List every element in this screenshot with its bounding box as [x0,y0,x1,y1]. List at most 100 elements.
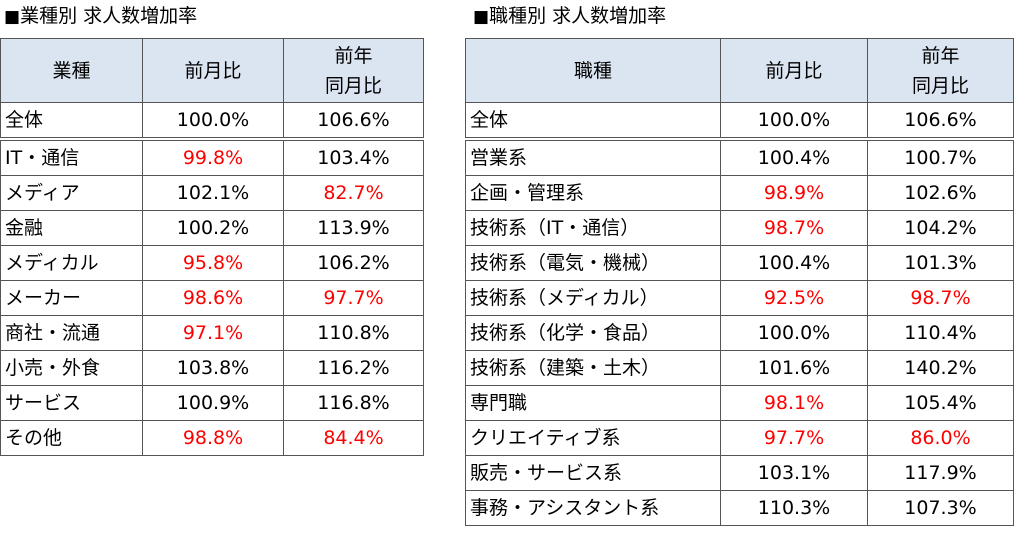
table-row: クリエイティブ系 97.7% 86.0% [465,420,1014,456]
cell-year-over-year: 116.8% [283,385,424,421]
industry-table: 業種 前月比 前年 同月比 全体 100.0% 106.6% IT・通信 99.8% 103… [0,38,424,456]
cell-month-over-month: 110.3% [720,490,868,526]
table-row: 販売・サービス系 103.1% 117.9% [465,455,1014,491]
cell-year-over-year: 107.3% [867,490,1014,526]
row-label: サービス [0,385,143,421]
cell-month-over-month: 97.1% [142,315,284,351]
row-label: その他 [0,420,143,456]
header-year-over-year: 前年 同月比 [867,38,1014,103]
table-row: メディカル 95.8% 106.2% [0,245,424,281]
header-category: 業種 [0,38,143,103]
cell-month-over-month: 100.9% [142,385,284,421]
row-label: 企画・管理系 [465,175,721,211]
row-label: メディア [0,175,143,211]
cell-month-over-month: 100.2% [142,210,284,246]
table-row: 技術系（電気・機械） 100.4% 101.3% [465,245,1014,281]
cell-year-over-year: 98.7% [867,280,1014,316]
cell-month-over-month: 100.4% [720,138,868,176]
cell-year-over-year: 106.6% [283,102,424,141]
bullet-square-icon: ■ [473,7,490,27]
row-label: 全体 [0,102,143,141]
header-yoy-line1: 前年 [334,44,373,67]
cell-year-over-year: 82.7% [283,175,424,211]
header-yoy-line2: 同月比 [324,74,382,97]
cell-month-over-month: 98.6% [142,280,284,316]
cell-month-over-month: 102.1% [142,175,284,211]
cell-month-over-month: 103.8% [142,350,284,386]
header-month-over-month: 前月比 [720,38,868,103]
cell-month-over-month: 95.8% [142,245,284,281]
table-row: 全体 100.0% 106.6% [0,102,424,141]
occupation-table-title: ■職種別 求人数増加率 [473,4,666,29]
bullet-square-icon: ■ [4,7,21,27]
occupation-table: 職種 前月比 前年同月比 全体 100.0% 106.6% 営業系 100.4% 100.… [465,38,1014,526]
row-label: 技術系（化学・食品） [465,315,721,351]
cell-year-over-year: 110.4% [867,315,1014,351]
cell-month-over-month: 97.7% [720,420,868,456]
row-label: 販売・サービス系 [465,455,721,491]
row-label: 技術系（建築・土木） [465,350,721,386]
cell-year-over-year: 97.7% [283,280,424,316]
industry-table-body: 全体 100.0% 106.6% IT・通信 99.8% 103.4% メディア 102.1%… [0,102,424,456]
table-row: IT・通信 99.8% 103.4% [0,138,424,176]
cell-year-over-year: 113.9% [283,210,424,246]
row-label: 商社・流通 [0,315,143,351]
table-row: 金融 100.2% 113.9% [0,210,424,246]
row-label: クリエイティブ系 [465,420,721,456]
industry-table-title: ■業種別 求人数増加率 [4,4,197,29]
cell-year-over-year: 84.4% [283,420,424,456]
row-label: 全体 [465,102,721,141]
row-label: IT・通信 [0,138,143,176]
header-yoy-line2: 同月比 [911,74,969,97]
cell-year-over-year: 86.0% [867,420,1014,456]
cell-year-over-year: 117.9% [867,455,1014,491]
industry-title-text: 業種別 求人数増加率 [20,5,198,27]
table-row: 営業系 100.4% 100.7% [465,138,1014,176]
cell-month-over-month: 103.1% [720,455,868,491]
cell-year-over-year: 100.7% [867,138,1014,176]
occupation-table-body: 全体 100.0% 106.6% 営業系 100.4% 100.7% 企画・管理系 98.9%… [465,102,1014,526]
table-row: その他 98.8% 84.4% [0,420,424,456]
cell-year-over-year: 102.6% [867,175,1014,211]
cell-month-over-month: 92.5% [720,280,868,316]
occupation-header-row: 職種 前月比 前年同月比 [465,38,1014,103]
cell-month-over-month: 100.4% [720,245,868,281]
cell-month-over-month: 100.0% [720,315,868,351]
row-label: 金融 [0,210,143,246]
row-label: 技術系（IT・通信） [465,210,721,246]
row-label: 小売・外食 [0,350,143,386]
cell-month-over-month: 98.1% [720,385,868,421]
row-label: 事務・アシスタント系 [465,490,721,526]
table-row: 技術系（メディカル） 92.5% 98.7% [465,280,1014,316]
cell-month-over-month: 99.8% [142,138,284,176]
occupation-title-text: 職種別 求人数増加率 [489,5,667,27]
cell-month-over-month: 98.7% [720,210,868,246]
cell-year-over-year: 101.3% [867,245,1014,281]
table-row: 技術系（建築・土木） 101.6% 140.2% [465,350,1014,386]
table-row: 商社・流通 97.1% 110.8% [0,315,424,351]
header-category: 職種 [465,38,721,103]
header-month-over-month: 前月比 [142,38,284,103]
header-year-over-year: 前年 同月比 [283,38,424,103]
table-row: メーカー 98.6% 97.7% [0,280,424,316]
cell-year-over-year: 103.4% [283,138,424,176]
cell-year-over-year: 104.2% [867,210,1014,246]
industry-header-row: 業種 前月比 前年同月比 [0,38,424,103]
row-label: 技術系（電気・機械） [465,245,721,281]
cell-year-over-year: 110.8% [283,315,424,351]
cell-year-over-year: 140.2% [867,350,1014,386]
cell-month-over-month: 98.9% [720,175,868,211]
table-row: 全体 100.0% 106.6% [465,102,1014,141]
table-row: 技術系（化学・食品） 100.0% 110.4% [465,315,1014,351]
cell-month-over-month: 98.8% [142,420,284,456]
cell-month-over-month: 101.6% [720,350,868,386]
cell-year-over-year: 106.2% [283,245,424,281]
table-row: 専門職 98.1% 105.4% [465,385,1014,421]
table-row: 技術系（IT・通信） 98.7% 104.2% [465,210,1014,246]
table-row: 小売・外食 103.8% 116.2% [0,350,424,386]
header-yoy-line1: 前年 [921,44,960,67]
table-row: サービス 100.9% 116.8% [0,385,424,421]
cell-year-over-year: 116.2% [283,350,424,386]
row-label: 専門職 [465,385,721,421]
table-row: 企画・管理系 98.9% 102.6% [465,175,1014,211]
